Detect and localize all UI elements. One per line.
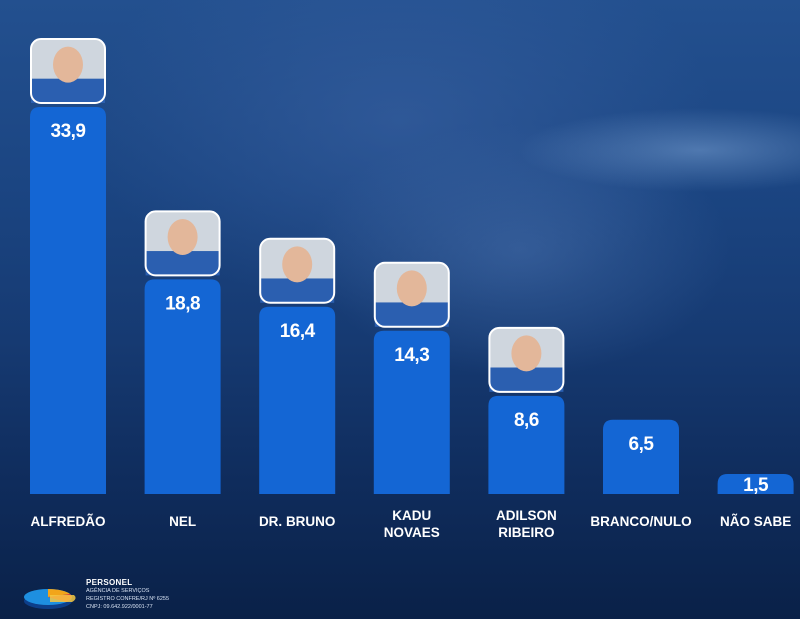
category-label: NÃO SABE	[720, 514, 791, 529]
bar-group: 14,3 KADU NOVAES	[373, 261, 450, 540]
candidate-photo	[259, 237, 336, 304]
category-label: ADILSON RIBEIRO	[496, 508, 557, 540]
value-label: 1,5	[743, 475, 769, 496]
company-subtitle: AGÊNCIA DE SERVIÇOS	[86, 588, 150, 594]
value-label: 33,9	[51, 121, 86, 142]
pollster-logo: PERSONEL AGÊNCIA DE SERVIÇOS REGISTRO CO…	[22, 578, 192, 614]
registry-number: REGISTRO CONFRE/RJ Nº 6255	[86, 596, 169, 602]
bar-group: 33,9 ALFREDÃO	[30, 38, 106, 529]
bar-group: 1,5 NÃO SABE	[717, 474, 794, 529]
bar	[373, 330, 450, 494]
value-label: 18,8	[165, 293, 200, 314]
bar	[488, 395, 565, 494]
value-label: 8,6	[514, 410, 539, 431]
bar-group: 18,8 NEL	[144, 210, 221, 529]
value-label: 16,4	[280, 321, 316, 342]
value-label: 14,3	[394, 345, 429, 366]
bar	[717, 474, 794, 494]
cnpj-number: CNPJ: 09.642.922/0001-77	[86, 604, 153, 610]
bar-group: 8,6 ADILSON RIBEIRO	[488, 326, 565, 540]
category-label: KADU NOVAES	[384, 508, 440, 540]
bar	[144, 279, 221, 494]
category-label: BRANCO/NULO	[590, 514, 691, 529]
bar	[30, 107, 106, 494]
candidate-photo	[488, 326, 565, 393]
company-name: PERSONEL	[86, 578, 133, 587]
category-label: ALFREDÃO	[31, 514, 106, 529]
candidate-photo	[144, 210, 221, 277]
bar-group: 6,5 BRANCO/NULO	[590, 419, 692, 529]
bar	[603, 419, 679, 494]
value-label: 6,5	[629, 434, 655, 455]
bar-group: 16,4 DR. BRUNO	[259, 237, 336, 529]
bar	[259, 306, 336, 494]
category-label: DR. BRUNO	[259, 514, 336, 529]
pie-logo-icon	[24, 589, 76, 609]
category-label: NEL	[169, 514, 196, 529]
candidate-photo	[373, 261, 450, 328]
candidate-photo	[30, 38, 106, 104]
